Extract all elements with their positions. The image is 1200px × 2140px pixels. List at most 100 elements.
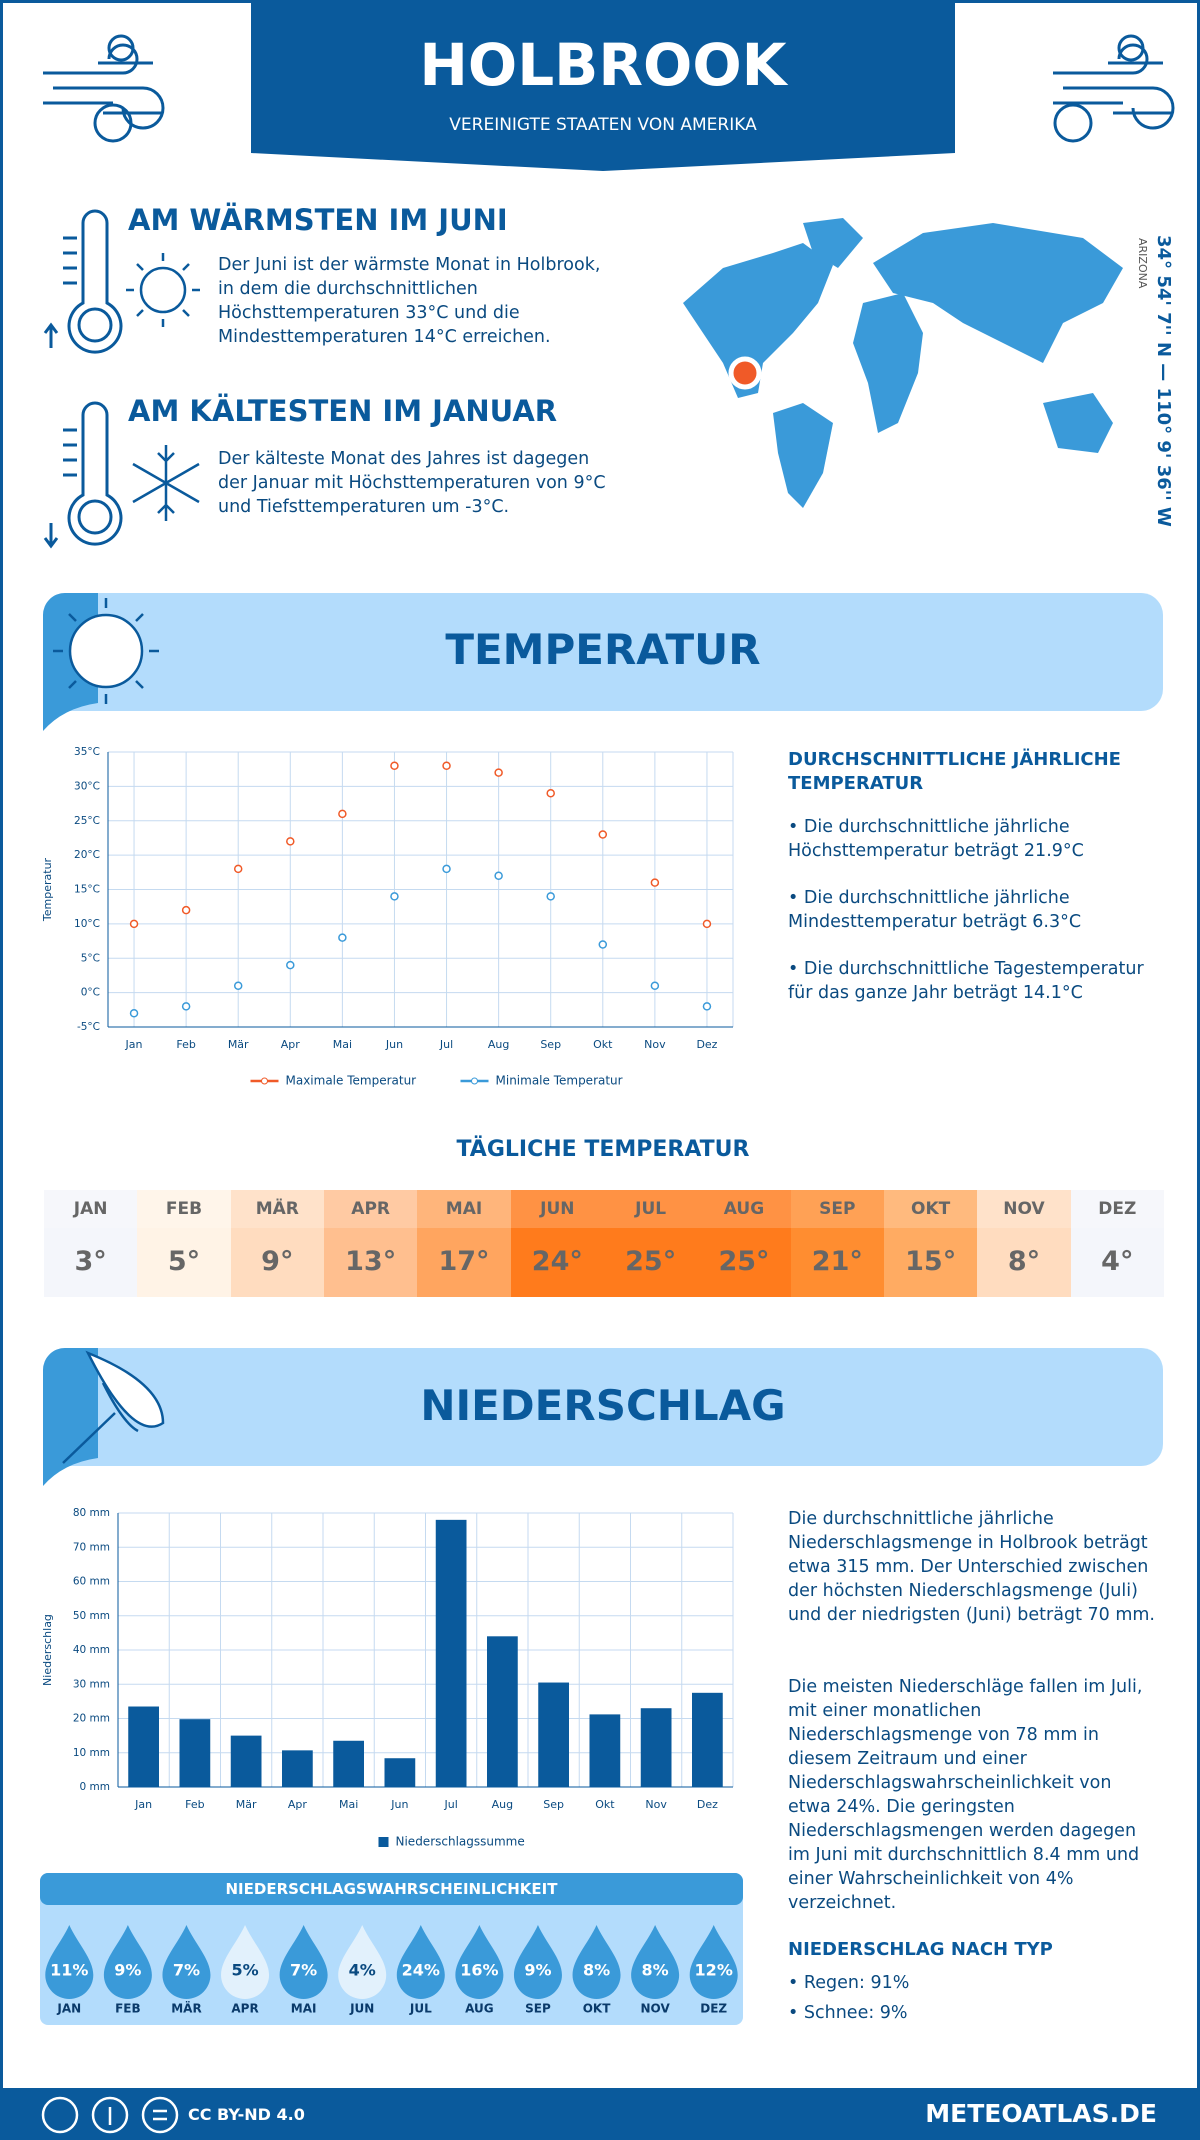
month-header-cell xyxy=(137,1190,231,1228)
legend-label: Niederschlagssumme xyxy=(396,1835,525,1849)
temperature-value: 4° xyxy=(1101,1246,1134,1277)
probability-value: 5% xyxy=(231,1961,258,1980)
snowflake-icon xyxy=(132,445,200,521)
probability-month: JUN xyxy=(349,2002,374,2016)
x-tick-label: Mai xyxy=(339,1798,358,1811)
month-header-overlay xyxy=(790,1190,884,1228)
rain-drop xyxy=(689,1925,738,2000)
rain-drop xyxy=(279,1925,328,2000)
month-header-overlay xyxy=(1070,1190,1164,1228)
license: CC BY-ND 4.0 xyxy=(188,2105,305,2124)
y-tick-label: 25°C xyxy=(74,815,100,827)
bar xyxy=(589,1714,621,1787)
bar xyxy=(179,1719,211,1787)
y-axis-label: Niederschlag xyxy=(41,1614,54,1686)
x-tick-label: Mai xyxy=(333,1038,352,1051)
rain-drop xyxy=(221,1925,270,2000)
month-label: MAI xyxy=(445,1199,483,1219)
point xyxy=(390,761,399,770)
month-header-overlay xyxy=(44,1190,138,1228)
probability-value: 7% xyxy=(173,1961,200,1980)
x-tick-label: Dez xyxy=(696,1038,717,1051)
probability-value: 16% xyxy=(460,1961,498,1980)
temperature-bullet: • Die durchschnittliche jährliche Höchst… xyxy=(788,817,1084,861)
value-cell xyxy=(1070,1228,1164,1297)
month-label: FEB xyxy=(165,1199,203,1219)
point xyxy=(494,871,503,880)
probability-month: AUG xyxy=(465,2002,494,2016)
month-header-overlay xyxy=(697,1190,791,1228)
x-tick-label: Jul xyxy=(439,1038,453,1051)
month-header-overlay xyxy=(884,1190,978,1228)
temperature-value: 3° xyxy=(74,1246,107,1277)
probability-month: MAI xyxy=(291,2002,317,2016)
probability-value: 24% xyxy=(402,1961,440,1980)
bar xyxy=(333,1740,364,1787)
month-header-cell xyxy=(884,1190,978,1228)
month-header-cell xyxy=(790,1190,884,1228)
legend-point xyxy=(261,1077,268,1085)
probability-value: 8% xyxy=(642,1961,669,1980)
value-cell xyxy=(44,1228,138,1297)
value-cell xyxy=(697,1228,791,1297)
month-header-cell xyxy=(604,1190,698,1228)
temperature-value: 8° xyxy=(1007,1246,1041,1277)
point xyxy=(442,864,451,874)
y-tick-label: 20°C xyxy=(74,849,100,861)
temperature-value: 25° xyxy=(625,1246,677,1277)
probability-title: NIEDERSCHLAGSWAHRSCHEINLICHKEIT xyxy=(225,1880,558,1898)
month-header-cell xyxy=(977,1190,1071,1228)
month-header-cell xyxy=(1070,1190,1164,1228)
y-tick-label: 10°C xyxy=(74,918,100,930)
point xyxy=(181,905,191,915)
point xyxy=(233,981,243,990)
type-heading: NIEDERSCHLAG NACH TYP xyxy=(788,1939,1053,1960)
point xyxy=(286,837,295,846)
month-label: MÄR xyxy=(255,1199,299,1219)
y-tick-label: 50 mm xyxy=(73,1610,110,1622)
canvas: 11% JAN 9% FEB 7% MÄR 5% APR 7% MAI 4% JUN 24% JUL 16%… xyxy=(3,3,1197,2140)
temperature-value: 15° xyxy=(905,1246,957,1277)
temperature-value: 24° xyxy=(531,1246,583,1277)
point xyxy=(494,768,503,777)
probability-month: MÄR xyxy=(171,2001,201,2016)
rain-drop xyxy=(338,1925,387,2000)
month-label: NOV xyxy=(1003,1199,1045,1219)
y-tick-label: 30 mm xyxy=(73,1678,110,1690)
rain-drop xyxy=(513,1925,562,1999)
footer-band xyxy=(3,2088,1197,2140)
warmest-text: Der Juni ist der wärmste Monat in Holbro… xyxy=(218,255,601,347)
x-tick-label: Nov xyxy=(644,1038,666,1051)
temperature-value: 17° xyxy=(438,1246,490,1277)
month-label: JUN xyxy=(540,1199,575,1219)
coldest-text: Der kälteste Monat des Jahres ist dagege… xyxy=(218,449,606,517)
month-label: SEP xyxy=(819,1199,856,1219)
month-label: DEZ xyxy=(1098,1199,1137,1219)
y-axis-label: Temperatur xyxy=(41,857,54,922)
y-tick-label: 70 mm xyxy=(73,1541,110,1553)
point xyxy=(181,1002,191,1011)
rain-drop xyxy=(45,1925,94,1999)
y-tick-label: 30°C xyxy=(74,780,100,792)
x-tick-label: Jun xyxy=(385,1038,403,1051)
y-tick-label: 35°C xyxy=(74,746,100,758)
month-label: OKT xyxy=(911,1199,951,1219)
sun-icon xyxy=(53,598,159,704)
temperature-value: 25° xyxy=(718,1246,770,1277)
country-subtitle: VEREINIGTE STAATEN VON AMERIKA xyxy=(449,115,757,135)
x-tick-label: Feb xyxy=(185,1798,204,1811)
city-title: HOLBROOK xyxy=(419,31,787,99)
point xyxy=(129,1009,139,1018)
probability-month: NOV xyxy=(641,2002,671,2016)
value-cell xyxy=(977,1228,1071,1297)
x-tick-label: Sep xyxy=(540,1038,561,1051)
y-tick-label: 10 mm xyxy=(73,1747,110,1759)
point xyxy=(650,878,660,887)
bar xyxy=(538,1682,569,1787)
point xyxy=(650,981,660,990)
probability-value: 7% xyxy=(290,1961,317,1980)
bar xyxy=(282,1750,313,1787)
month-label: APR xyxy=(351,1199,391,1219)
value-cell xyxy=(137,1228,231,1297)
bar xyxy=(384,1758,416,1787)
